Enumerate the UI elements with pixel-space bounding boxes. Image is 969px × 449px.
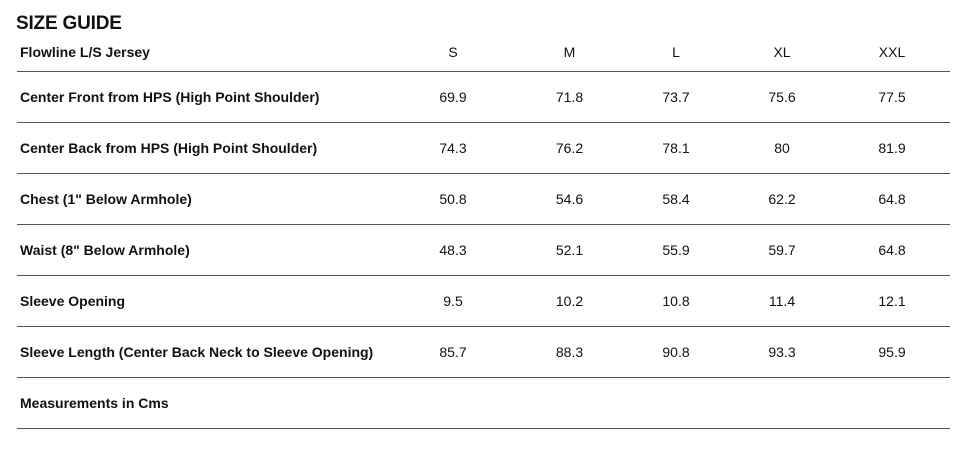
product-name: Flowline L/S Jersey	[17, 32, 389, 72]
table-row: Waist (8" Below Armhole) 48.3 52.1 55.9 …	[17, 224, 950, 276]
page-title: SIZE GUIDE	[16, 13, 122, 34]
cell-value: 52.1	[517, 224, 622, 276]
size-header-xxl: XXL	[834, 32, 950, 72]
empty-cell	[834, 377, 950, 429]
cell-value: 88.3	[517, 326, 622, 378]
cell-value: 75.6	[730, 71, 834, 123]
row-label: Waist (8" Below Armhole)	[17, 224, 389, 276]
row-label: Sleeve Length (Center Back Neck to Sleev…	[17, 326, 389, 378]
cell-value: 76.2	[517, 122, 622, 174]
cell-value: 11.4	[730, 275, 834, 327]
table-row: Center Front from HPS (High Point Should…	[17, 71, 950, 123]
cell-value: 12.1	[834, 275, 950, 327]
row-label: Chest (1" Below Armhole)	[17, 173, 389, 225]
cell-value: 64.8	[834, 173, 950, 225]
row-label: Center Front from HPS (High Point Should…	[17, 71, 389, 123]
cell-value: 9.5	[389, 275, 517, 327]
cell-value: 95.9	[834, 326, 950, 378]
cell-value: 80	[730, 122, 834, 174]
cell-value: 54.6	[517, 173, 622, 225]
empty-cell	[517, 377, 622, 429]
cell-value: 90.8	[622, 326, 730, 378]
cell-value: 59.7	[730, 224, 834, 276]
size-header-xl: XL	[730, 32, 834, 72]
cell-value: 58.4	[622, 173, 730, 225]
cell-value: 78.1	[622, 122, 730, 174]
table-row: Sleeve Opening 9.5 10.2 10.8 11.4 12.1	[17, 275, 950, 327]
size-header-s: S	[389, 32, 517, 72]
empty-cell	[622, 377, 730, 429]
row-label: Center Back from HPS (High Point Shoulde…	[17, 122, 389, 174]
table-row: Chest (1" Below Armhole) 50.8 54.6 58.4 …	[17, 173, 950, 225]
cell-value: 74.3	[389, 122, 517, 174]
size-chart-table: Flowline L/S Jersey S M L XL XXL Center …	[17, 32, 950, 429]
cell-value: 50.8	[389, 173, 517, 225]
cell-value: 71.8	[517, 71, 622, 123]
table-header-row: Flowline L/S Jersey S M L XL XXL	[17, 32, 950, 72]
cell-value: 10.8	[622, 275, 730, 327]
cell-value: 73.7	[622, 71, 730, 123]
measurement-unit-note: Measurements in Cms	[17, 377, 389, 429]
empty-cell	[730, 377, 834, 429]
cell-value: 62.2	[730, 173, 834, 225]
cell-value: 85.7	[389, 326, 517, 378]
cell-value: 64.8	[834, 224, 950, 276]
cell-value: 77.5	[834, 71, 950, 123]
footnote-row: Measurements in Cms	[17, 377, 950, 429]
table-row: Center Back from HPS (High Point Shoulde…	[17, 122, 950, 174]
table-row: Sleeve Length (Center Back Neck to Sleev…	[17, 326, 950, 378]
cell-value: 55.9	[622, 224, 730, 276]
cell-value: 93.3	[730, 326, 834, 378]
size-header-m: M	[517, 32, 622, 72]
row-label: Sleeve Opening	[17, 275, 389, 327]
cell-value: 10.2	[517, 275, 622, 327]
cell-value: 81.9	[834, 122, 950, 174]
empty-cell	[389, 377, 517, 429]
cell-value: 48.3	[389, 224, 517, 276]
size-header-l: L	[622, 32, 730, 72]
cell-value: 69.9	[389, 71, 517, 123]
